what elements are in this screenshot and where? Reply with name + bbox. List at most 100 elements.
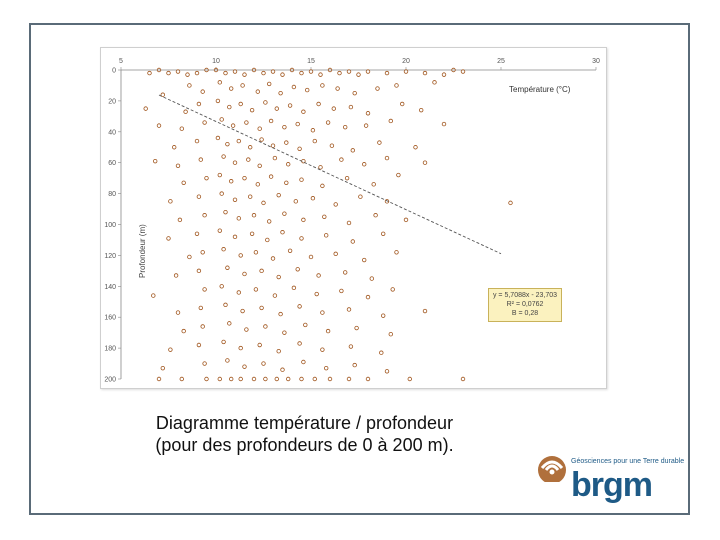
- data-point: [460, 69, 466, 74]
- data-point: [196, 268, 202, 274]
- data-point: [194, 70, 200, 76]
- data-point: [278, 90, 283, 96]
- data-point: [196, 101, 202, 107]
- data-point: [407, 376, 412, 382]
- data-point: [227, 104, 232, 110]
- data-point: [284, 180, 289, 185]
- data-point: [441, 72, 447, 77]
- trendline: [158, 94, 502, 255]
- data-point: [451, 67, 456, 73]
- data-point: [175, 310, 181, 315]
- data-point: [282, 124, 287, 130]
- data-point: [247, 145, 253, 150]
- data-point: [230, 123, 236, 128]
- y-axis-title: Profondeur (m): [138, 224, 147, 278]
- data-point: [259, 305, 264, 311]
- data-point: [228, 179, 234, 184]
- x-tick-label: 25: [497, 58, 505, 65]
- y-tick-label: 120: [104, 253, 116, 260]
- data-point: [276, 274, 281, 280]
- y-tick-label: 20: [108, 98, 116, 105]
- data-point: [371, 182, 376, 187]
- data-point: [232, 69, 238, 74]
- data-point: [396, 172, 401, 178]
- data-point: [156, 67, 162, 73]
- data-point: [339, 157, 344, 162]
- data-point: [194, 138, 200, 144]
- data-point: [247, 194, 253, 199]
- data-point: [270, 256, 276, 261]
- data-point: [365, 294, 371, 300]
- data-point: [257, 126, 262, 131]
- data-point: [291, 84, 297, 90]
- data-point: [280, 367, 285, 372]
- data-point: [173, 273, 179, 278]
- data-point: [215, 98, 221, 104]
- data-point: [198, 305, 203, 311]
- data-point: [168, 199, 173, 204]
- data-point: [297, 341, 302, 346]
- data-point: [365, 376, 371, 382]
- data-point: [346, 376, 352, 382]
- data-point: [272, 155, 278, 161]
- data-point: [179, 126, 184, 131]
- data-point: [242, 364, 247, 369]
- data-point: [335, 86, 340, 91]
- data-point: [422, 308, 428, 314]
- data-point: [156, 376, 162, 382]
- data-point: [217, 376, 222, 382]
- data-point: [318, 165, 323, 170]
- data-point: [246, 157, 251, 162]
- data-point: [337, 70, 342, 76]
- data-point: [365, 69, 371, 74]
- data-point: [259, 137, 264, 142]
- data-point: [373, 213, 378, 218]
- data-point: [249, 231, 255, 236]
- data-point: [282, 211, 287, 216]
- brgm-waves-icon: [538, 456, 566, 482]
- data-point: [242, 271, 247, 277]
- data-point: [280, 72, 285, 77]
- caption-line-1: Diagramme température / profondeur: [155, 413, 454, 433]
- equation-line-1: y = 5,7088x - 23,703: [492, 292, 558, 299]
- data-point: [196, 194, 202, 199]
- data-point: [310, 128, 316, 133]
- x-tick-label: 5: [119, 58, 123, 65]
- data-point: [263, 324, 268, 329]
- data-point: [261, 200, 266, 206]
- chart-panel: 5 10 15 20 25 30 0 20 40 60 80 100 120 140 160 180 200 T…: [100, 47, 607, 389]
- data-point: [297, 304, 302, 309]
- data-point: [219, 191, 224, 196]
- data-point: [358, 194, 363, 199]
- data-point: [202, 120, 207, 125]
- data-point: [356, 72, 361, 77]
- data-point: [369, 276, 374, 281]
- data-point: [276, 348, 281, 354]
- data-point: [276, 192, 281, 198]
- data-point: [263, 376, 268, 382]
- data-point: [194, 231, 200, 236]
- data-point: [238, 376, 243, 382]
- data-point: [202, 287, 207, 292]
- data-point: [204, 67, 209, 73]
- data-point: [166, 236, 171, 241]
- data-point: [225, 141, 230, 147]
- data-point: [261, 70, 266, 76]
- data-point: [282, 330, 287, 335]
- data-point: [147, 70, 152, 76]
- data-point: [348, 344, 354, 349]
- data-point: [151, 293, 156, 298]
- data-point: [236, 138, 241, 144]
- data-point: [320, 183, 325, 189]
- data-point: [251, 213, 257, 218]
- data-point: [143, 106, 148, 111]
- data-point: [308, 254, 314, 260]
- y-tick-label: 100: [104, 222, 116, 229]
- data-point: [196, 342, 202, 348]
- data-point: [346, 307, 352, 312]
- data-point: [344, 175, 350, 181]
- y-tick-label: 160: [104, 315, 116, 322]
- data-point: [259, 268, 264, 274]
- data-point: [244, 327, 249, 332]
- data-point: [257, 342, 262, 348]
